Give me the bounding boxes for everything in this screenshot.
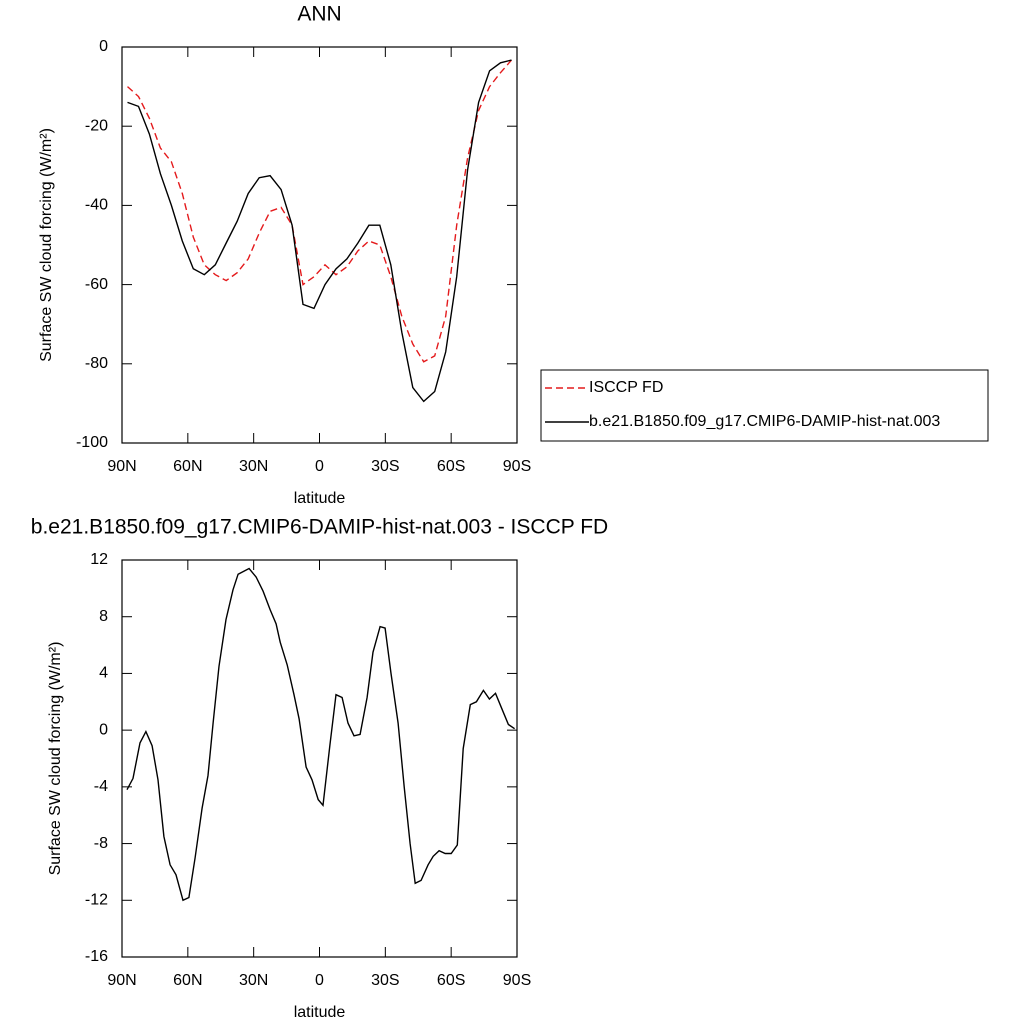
legend: ISCCP FD b.e21.B1850.f09_g17.CMIP6-DAMIP-… bbox=[540, 369, 989, 442]
data-line bbox=[126, 567, 515, 902]
x-tick-label: 90N bbox=[107, 458, 136, 475]
y-tick-label: 8 bbox=[99, 608, 108, 625]
y-tick-label: -100 bbox=[76, 434, 108, 451]
plot-frame bbox=[121, 46, 518, 444]
y-tick-label: -12 bbox=[85, 892, 108, 909]
y-tick-label: -16 bbox=[85, 948, 108, 965]
x-tick-label: 90S bbox=[503, 972, 531, 989]
x-tick-label: 30N bbox=[239, 458, 268, 475]
x-axis-label: latitude bbox=[294, 490, 346, 507]
x-tick-label: 60S bbox=[437, 458, 465, 475]
data-line bbox=[127, 59, 512, 403]
x-tick-label: 60N bbox=[173, 972, 202, 989]
y-axis-label: Surface SW cloud forcing (W/m²) bbox=[38, 128, 55, 362]
x-tick-label: 90S bbox=[503, 458, 531, 475]
x-tick-label: 0 bbox=[315, 972, 324, 989]
y-tick-label: 12 bbox=[90, 551, 108, 568]
legend-label: ISCCP FD bbox=[589, 379, 663, 396]
y-tick-label: -80 bbox=[85, 355, 108, 372]
y-tick-label: 0 bbox=[99, 38, 108, 55]
x-tick-label: 30S bbox=[371, 458, 399, 475]
x-axis-label: latitude bbox=[294, 1004, 346, 1021]
y-tick-label: -4 bbox=[94, 778, 108, 795]
y-tick-label: 0 bbox=[99, 721, 108, 738]
data-line bbox=[127, 59, 513, 363]
x-tick-label: 60S bbox=[437, 972, 465, 989]
x-tick-label: 90N bbox=[107, 972, 136, 989]
plot-frame bbox=[121, 559, 518, 958]
chart-title: b.e21.B1850.f09_g17.CMIP6-DAMIP-hist-nat… bbox=[31, 516, 608, 539]
legend-label: b.e21.B1850.f09_g17.CMIP6-DAMIP-hist-nat… bbox=[589, 413, 940, 430]
y-tick-label: -8 bbox=[94, 835, 108, 852]
y-tick-label: -60 bbox=[85, 276, 108, 293]
x-tick-label: 0 bbox=[315, 458, 324, 475]
y-axis-label: Surface SW cloud forcing (W/m²) bbox=[47, 642, 64, 876]
x-tick-label: 60N bbox=[173, 458, 202, 475]
y-tick-label: -20 bbox=[85, 117, 108, 134]
y-tick-label: 4 bbox=[99, 665, 108, 682]
y-tick-label: -40 bbox=[85, 197, 108, 214]
legend-box bbox=[540, 369, 989, 442]
x-tick-label: 30S bbox=[371, 972, 399, 989]
x-tick-label: 30N bbox=[239, 972, 268, 989]
chart-title: ANN bbox=[297, 3, 341, 26]
